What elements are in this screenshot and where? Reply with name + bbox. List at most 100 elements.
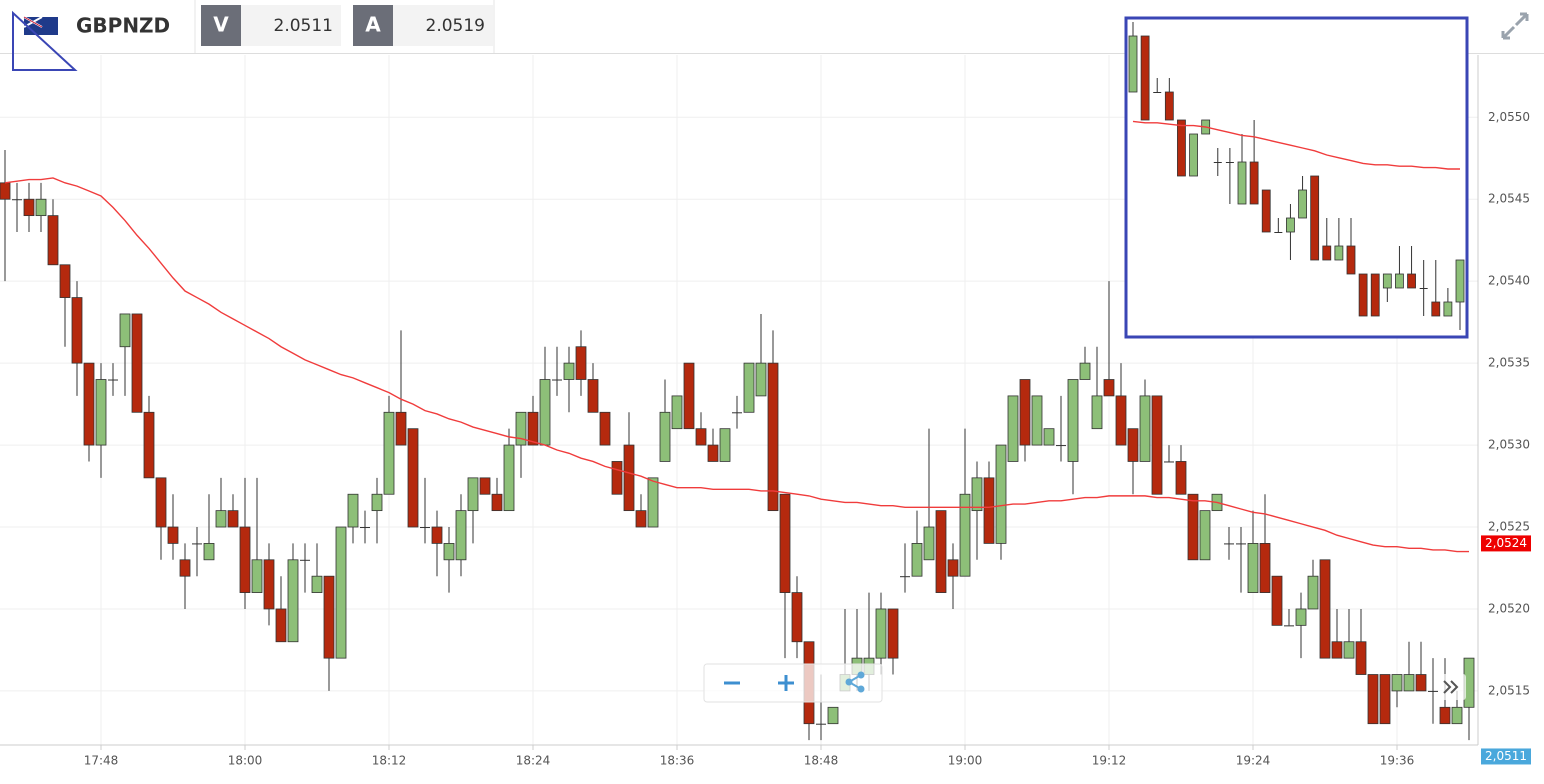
candle-body [1428, 690, 1438, 692]
candle-body [1322, 245, 1332, 261]
ask-badge[interactable] [353, 5, 393, 46]
ask-price[interactable]: 2.0519 [426, 16, 485, 36]
candle-body [611, 461, 623, 495]
share-button[interactable] [845, 671, 865, 693]
candle-body [167, 526, 179, 544]
moving-average [4, 177, 1469, 553]
candle-body [1164, 91, 1174, 121]
candle-body [1236, 543, 1246, 545]
bid-price[interactable]: 2.0511 [274, 16, 333, 36]
candle-body [971, 477, 983, 512]
candle-body [683, 362, 695, 430]
candle-body [1367, 674, 1379, 725]
candle-body [1415, 674, 1427, 692]
candle-body [383, 411, 395, 495]
candle-body [1284, 625, 1294, 627]
candle-body [779, 493, 791, 593]
candle-body [552, 379, 562, 381]
candle-body [1225, 162, 1234, 163]
candle-body [1455, 259, 1465, 303]
candle-body [12, 199, 22, 201]
x-tick-label: 18:36 [660, 754, 695, 768]
plot [0, 150, 1475, 741]
candle-body [983, 477, 995, 544]
candle-body [203, 543, 215, 561]
candle-body [732, 412, 742, 414]
candle-body [1247, 543, 1259, 593]
candle-body [1274, 232, 1283, 233]
annotation-triangle [12, 10, 78, 71]
candle-body [767, 362, 779, 512]
candle-body [192, 543, 202, 545]
candle-body [1334, 245, 1344, 261]
candle-body [1079, 362, 1091, 380]
candle-body [527, 411, 539, 446]
candle-body [1199, 510, 1211, 561]
candle-body [323, 575, 335, 659]
candle-body [155, 477, 167, 528]
candle-body [1346, 245, 1356, 275]
candle-body [1382, 273, 1392, 289]
candle-body [179, 559, 191, 577]
candle-body [1019, 379, 1031, 446]
scroll-end-button[interactable] [1438, 674, 1466, 700]
candle-body [275, 608, 287, 643]
candle-body [743, 362, 755, 413]
candle-body [1007, 395, 1019, 462]
candle-body [1140, 35, 1150, 121]
bid-box[interactable] [241, 5, 341, 46]
y-tick-label: 2,0525 [1488, 520, 1530, 534]
candle-body [1358, 273, 1368, 317]
y-tick-label: 2,0520 [1488, 601, 1530, 615]
candle-body [875, 608, 887, 659]
candle-body [1298, 189, 1307, 219]
candle-body [1067, 379, 1079, 462]
candle-body [623, 444, 635, 512]
candle-body [1151, 395, 1163, 495]
y-tick-label: 2,0530 [1488, 438, 1530, 452]
x-tick-label: 19:00 [948, 754, 983, 768]
candle-body [95, 379, 107, 446]
candle-body [335, 526, 347, 659]
bid-button[interactable]: V 2.0511 [201, 5, 341, 46]
expand-button[interactable] [1501, 12, 1529, 40]
candle-body [108, 379, 118, 381]
candle-body [923, 526, 935, 561]
x-tick-label: 19:12 [1092, 754, 1127, 768]
candle-body [227, 510, 239, 528]
candle-body [1271, 575, 1283, 626]
zoom-out-button[interactable] [706, 666, 758, 700]
candle-body [1431, 301, 1441, 317]
candle-body [1177, 119, 1186, 177]
candle-body [239, 526, 251, 593]
x-tick-label: 18:24 [516, 754, 551, 768]
candle-body [431, 526, 443, 544]
candle-body [1127, 428, 1139, 462]
candle-body [1295, 608, 1307, 626]
bid-badge[interactable] [201, 5, 241, 46]
candle-body [83, 362, 95, 446]
inset-moving-average [1132, 120, 1460, 170]
candle-body [23, 198, 35, 217]
candle-body [887, 608, 899, 659]
x-tick-label: 17:48 [84, 754, 119, 768]
candle-body [1091, 395, 1103, 430]
candle-body [1370, 273, 1380, 317]
candle-body [360, 527, 370, 529]
zoom-in-button[interactable] [760, 666, 812, 700]
ask-button[interactable]: A 2.0519 [353, 5, 493, 46]
candle-body [443, 543, 455, 561]
candle-body [1213, 162, 1222, 163]
candle-body [1443, 301, 1453, 317]
ask-box[interactable] [393, 5, 493, 46]
candle-body [1031, 395, 1043, 446]
candle-body [539, 379, 551, 446]
candle-body [1331, 641, 1343, 659]
bid-label[interactable]: V [213, 13, 229, 37]
candle-body [1307, 575, 1319, 610]
ask-label[interactable]: A [365, 13, 381, 37]
candle-body [1139, 395, 1151, 462]
x-tick-label: 18:00 [228, 754, 263, 768]
price-badge [1481, 535, 1531, 552]
